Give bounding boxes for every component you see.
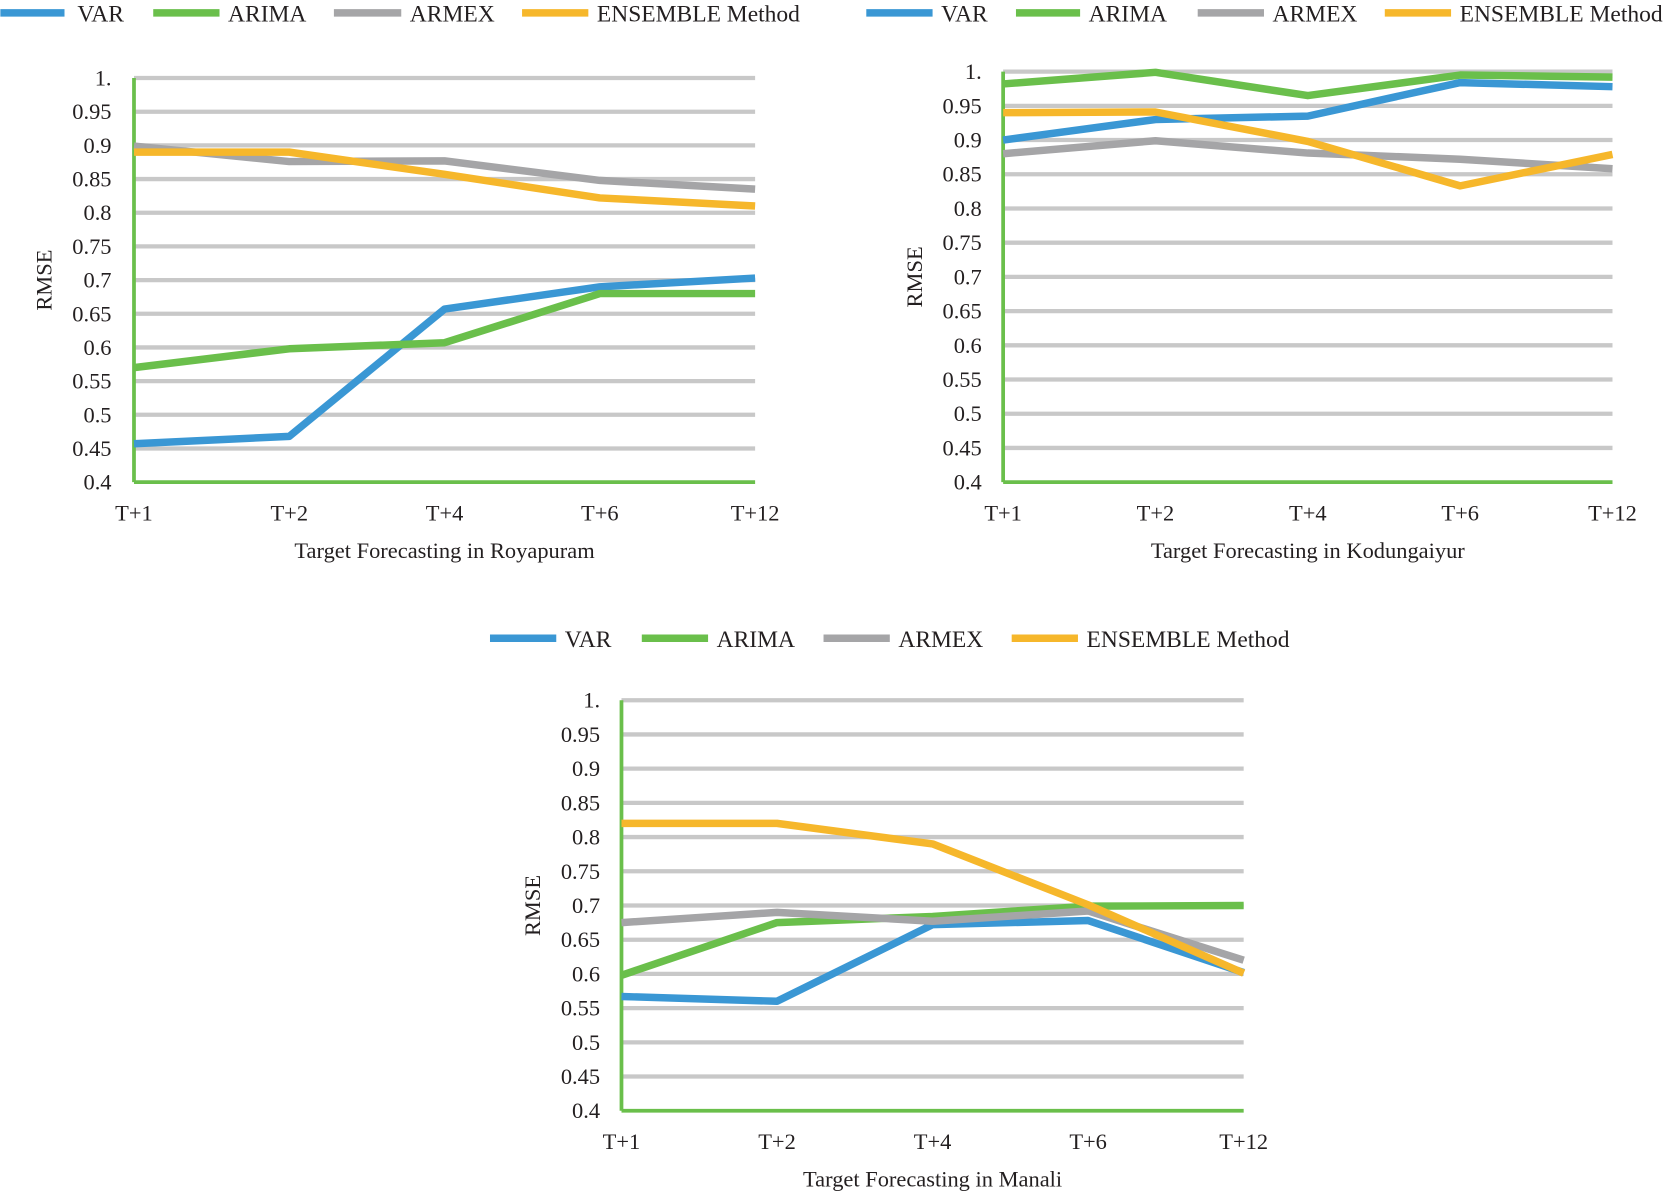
y-tick-label: 1. [583,688,600,713]
y-tick-label: 0.55 [561,996,600,1021]
x-tick-label: T+12 [731,501,780,526]
y-tick-label: 0.95 [561,722,600,747]
y-tick-label: 0.5 [83,402,111,427]
y-tick-label: 0.7 [954,264,982,289]
legend-label: ARMEX [410,1,495,27]
y-tick-label: 0.8 [83,200,111,225]
legend-label: ENSEMBLE Method [597,1,800,27]
x-tick-label: T+12 [1588,501,1637,526]
y-tick-label: 1. [965,59,982,84]
y-tick-label: 0.55 [942,367,981,392]
legend-label: VAR [77,1,124,27]
legend-label: VAR [565,627,612,653]
x-tick-label: T+1 [115,501,153,526]
x-tick-label: T+2 [270,501,308,526]
y-axis-title: RMSE [520,875,545,936]
legend-label: VAR [941,1,988,27]
chart-manali: 0.4 0.45 0.5 0.55 0.6 0.65 0.7 0.75 0.8 0.85 0.9 0.… [489,627,1290,1192]
x-axis-title: Target Forecasting in Royapuram [294,538,595,563]
x-tick-label: T+6 [1069,1129,1107,1154]
x-axis-title: Target Forecasting in Kodungaiyur [1151,538,1465,563]
chart-kodungaiyur: 0.4 0.45 0.5 0.55 0.6 0.65 0.7 0.75 0.8 0.85 0.9 0.… [866,1,1663,563]
y-tick-label: 0.4 [954,470,982,495]
y-tick-label: 0.6 [954,333,982,358]
legend-label: ARIMA [1089,1,1167,27]
y-tick-label: 0.4 [83,470,111,495]
y-tick-label: 0.85 [72,167,111,192]
y-tick-label: 0.75 [561,859,600,884]
legend-label: ENSEMBLE Method [1087,627,1290,653]
y-tick-label: 0.8 [572,825,600,850]
x-tick-label: T+2 [1137,501,1175,526]
y-tick-label: 0.9 [572,756,600,781]
chart-royapuram: 0.4 0.45 0.5 0.55 0.6 0.65 0.7 0.75 0.8 0.85 0.9 0.… [0,1,800,563]
y-tick-label: 0.45 [72,436,111,461]
y-tick-label: 0.85 [561,790,600,815]
series-line-arima [133,289,756,372]
x-tick-label: T+6 [1441,501,1479,526]
y-tick-label: 0.5 [572,1030,600,1055]
y-tick-label: 0.95 [942,93,981,118]
legend-label: ARIMA [228,1,306,27]
y-tick-label: 0.95 [72,99,111,124]
y-axis-title: RMSE [32,250,57,311]
y-tick-label: 0.7 [572,893,600,918]
legend-label: ARMEX [1273,1,1358,27]
legend-label: ENSEMBLE Method [1460,1,1663,27]
legend-label: ARIMA [717,627,795,653]
y-tick-label: 0.55 [72,369,111,394]
y-tick-label: 0.6 [83,335,111,360]
x-tick-label: T+1 [984,501,1022,526]
legend-label: ARMEX [898,627,983,653]
series-line-var [133,274,756,448]
x-tick-label: T+4 [914,1129,952,1154]
series-line-ensemble-method [621,819,1246,977]
y-tick-label: 0.6 [572,961,600,986]
y-tick-label: 1. [95,66,112,91]
x-tick-label: T+4 [1289,501,1327,526]
y-tick-label: 0.65 [72,301,111,326]
y-tick-label: 0.65 [561,927,600,952]
y-tick-label: 0.45 [561,1064,600,1089]
y-tick-label: 0.9 [83,133,111,158]
y-tick-label: 0.45 [942,435,981,460]
x-tick-label: T+2 [758,1129,796,1154]
y-axis-title: RMSE [902,246,927,307]
x-tick-label: T+4 [426,501,464,526]
y-tick-label: 0.75 [942,230,981,255]
x-axis-title: Target Forecasting in Manali [803,1167,1062,1192]
y-tick-label: 0.4 [572,1098,600,1123]
y-tick-label: 0.5 [954,401,982,426]
x-tick-label: T+12 [1219,1129,1268,1154]
y-tick-label: 0.75 [72,234,111,259]
y-tick-label: 0.9 [954,128,982,153]
x-tick-label: T+1 [603,1129,641,1154]
y-tick-label: 0.65 [942,299,981,324]
x-tick-label: T+6 [581,501,619,526]
y-tick-label: 0.7 [83,268,111,293]
y-tick-label: 0.85 [942,162,981,187]
y-tick-label: 0.8 [954,196,982,221]
